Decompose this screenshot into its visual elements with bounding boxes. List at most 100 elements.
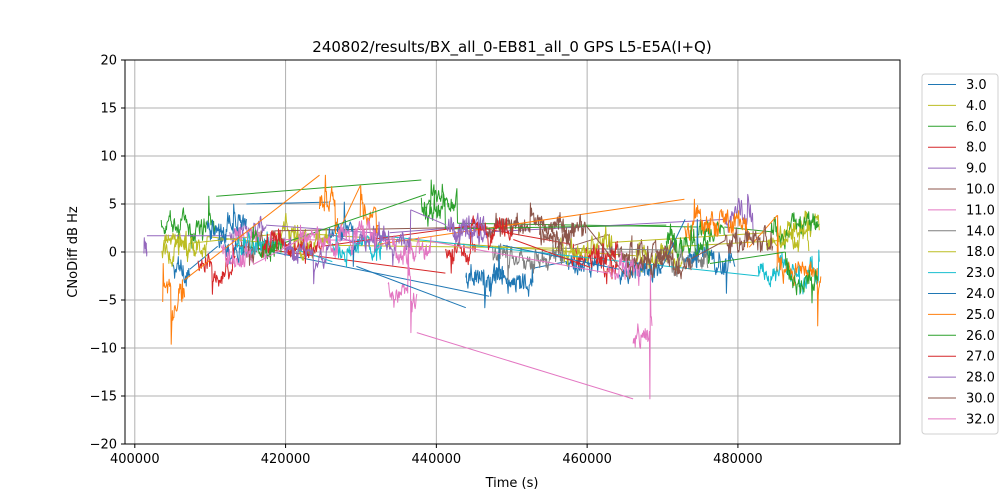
series-line-14.0 (491, 238, 564, 281)
series-connector-30.0 (585, 224, 628, 278)
series-line-24.0 (465, 244, 504, 309)
series-line-26.0 (425, 193, 446, 230)
series-line-8.0 (444, 226, 477, 274)
x-axis-label: Time (s) (485, 476, 539, 491)
legend-item: 8.0 (928, 141, 987, 156)
legend-frame (921, 73, 999, 435)
legend-item: 3.0 (928, 78, 987, 93)
legend-item: 23.0 (928, 266, 995, 281)
legend-label: 3.0 (966, 78, 987, 93)
series-line-27.0 (469, 215, 514, 251)
legend-item: 11.0 (928, 203, 995, 218)
y-tick-label: 5 (109, 198, 117, 213)
series-connector-28.0 (329, 233, 360, 245)
series-line-28.0 (446, 212, 486, 244)
legend: 3.0 4.0 6.0 8.0 9.0 10.0 11.0 14.0 18.0 23.0 24.0 2… (921, 73, 999, 435)
ticks: 400000 420000 440000 460000 480000 −20 −15 −10 −… (90, 54, 763, 468)
series-connector-24.0 (660, 219, 686, 270)
series-line-11.0 (632, 270, 653, 400)
series-line-32.0 (297, 218, 378, 258)
legend-item: 24.0 (928, 287, 995, 302)
series-line-30.0 (539, 214, 587, 255)
series-connector-25.0 (378, 198, 685, 245)
legend-item: 28.0 (928, 371, 995, 386)
series-connector-32.0 (252, 240, 299, 265)
x-tick-label: 400000 (110, 452, 160, 467)
series-connector-28.0 (410, 209, 447, 226)
series-connector-3.0 (189, 245, 219, 270)
series-line-23.0 (331, 232, 382, 268)
series-connector-26.0 (282, 193, 426, 244)
y-tick-label: −20 (90, 438, 117, 453)
legend-item: 27.0 (928, 350, 995, 365)
series-connector-24.0 (246, 201, 329, 205)
legend-item: 26.0 (928, 329, 995, 344)
legend-item: 9.0 (928, 162, 987, 177)
legend-item: 4.0 (928, 99, 987, 114)
legend-label: 23.0 (966, 266, 995, 281)
series-line-30.0 (724, 225, 774, 254)
series-line-18.0 (162, 230, 208, 259)
legend-label: 10.0 (966, 183, 995, 198)
legend-item: 10.0 (928, 183, 995, 198)
series-line-25.0 (319, 174, 339, 235)
series-line-3.0 (217, 227, 245, 265)
legend-label: 14.0 (966, 224, 995, 239)
y-axis-label: CNoDiff dB Hz (66, 206, 81, 298)
series-line-8.0 (197, 244, 236, 295)
series-6.0 (160, 179, 820, 250)
series-line-11.0 (387, 240, 418, 334)
series-line-28.0 (359, 209, 412, 266)
legend-label: 27.0 (966, 350, 995, 365)
y-tick-label: 0 (109, 246, 117, 261)
series-line-3.0 (172, 256, 191, 287)
series-line-6.0 (420, 179, 458, 224)
series-connector-9.0 (389, 227, 452, 234)
series-connector-27.0 (513, 239, 591, 268)
y-tick-label: 15 (100, 102, 117, 117)
series-connector-6.0 (216, 179, 422, 197)
series-line-18.0 (766, 226, 810, 253)
series-line-30.0 (626, 248, 692, 280)
series-connector-11.0 (416, 332, 634, 400)
series-line-23.0 (236, 231, 276, 256)
series-line-10.0 (607, 234, 677, 277)
series-line-24.0 (328, 201, 357, 267)
series-line-28.0 (283, 233, 331, 285)
series-line-32.0 (391, 235, 432, 265)
chart-title: 240802/results/BX_all_0-EB81_all_0 GPS L… (312, 38, 711, 57)
series-line-6.0 (770, 211, 820, 250)
legend-label: 30.0 (966, 392, 995, 407)
legend-item: 14.0 (928, 224, 995, 239)
series-25.0 (162, 174, 822, 345)
series-connector-18.0 (327, 244, 561, 249)
y-tick-label: −5 (98, 294, 117, 309)
legend-label: 6.0 (966, 120, 987, 135)
series-28.0 (283, 209, 486, 285)
y-tick-label: 20 (100, 54, 117, 69)
legend-label: 25.0 (966, 308, 995, 323)
series-line-26.0 (784, 251, 819, 304)
x-tick-label: 420000 (261, 452, 311, 467)
legend-label: 24.0 (966, 287, 995, 302)
series-connector-3.0 (532, 261, 567, 269)
series-30.0 (539, 214, 774, 280)
legend-item: 25.0 (928, 308, 995, 323)
series-line-9.0 (143, 237, 148, 257)
series-line-32.0 (607, 251, 642, 286)
legend-label: 18.0 (966, 245, 995, 260)
series-connector-30.0 (690, 240, 726, 260)
legend-item: 6.0 (928, 120, 987, 135)
series-line-25.0 (776, 215, 822, 327)
legend-label: 11.0 (966, 203, 995, 218)
legend-item: 32.0 (928, 412, 995, 427)
series-connector-27.0 (321, 225, 470, 247)
legend-label: 9.0 (966, 162, 987, 177)
y-tick-label: −15 (90, 390, 117, 405)
series-line-27.0 (589, 240, 618, 268)
series-layer (143, 174, 822, 400)
y-tick-label: 10 (100, 150, 117, 165)
series-line-25.0 (684, 198, 750, 248)
